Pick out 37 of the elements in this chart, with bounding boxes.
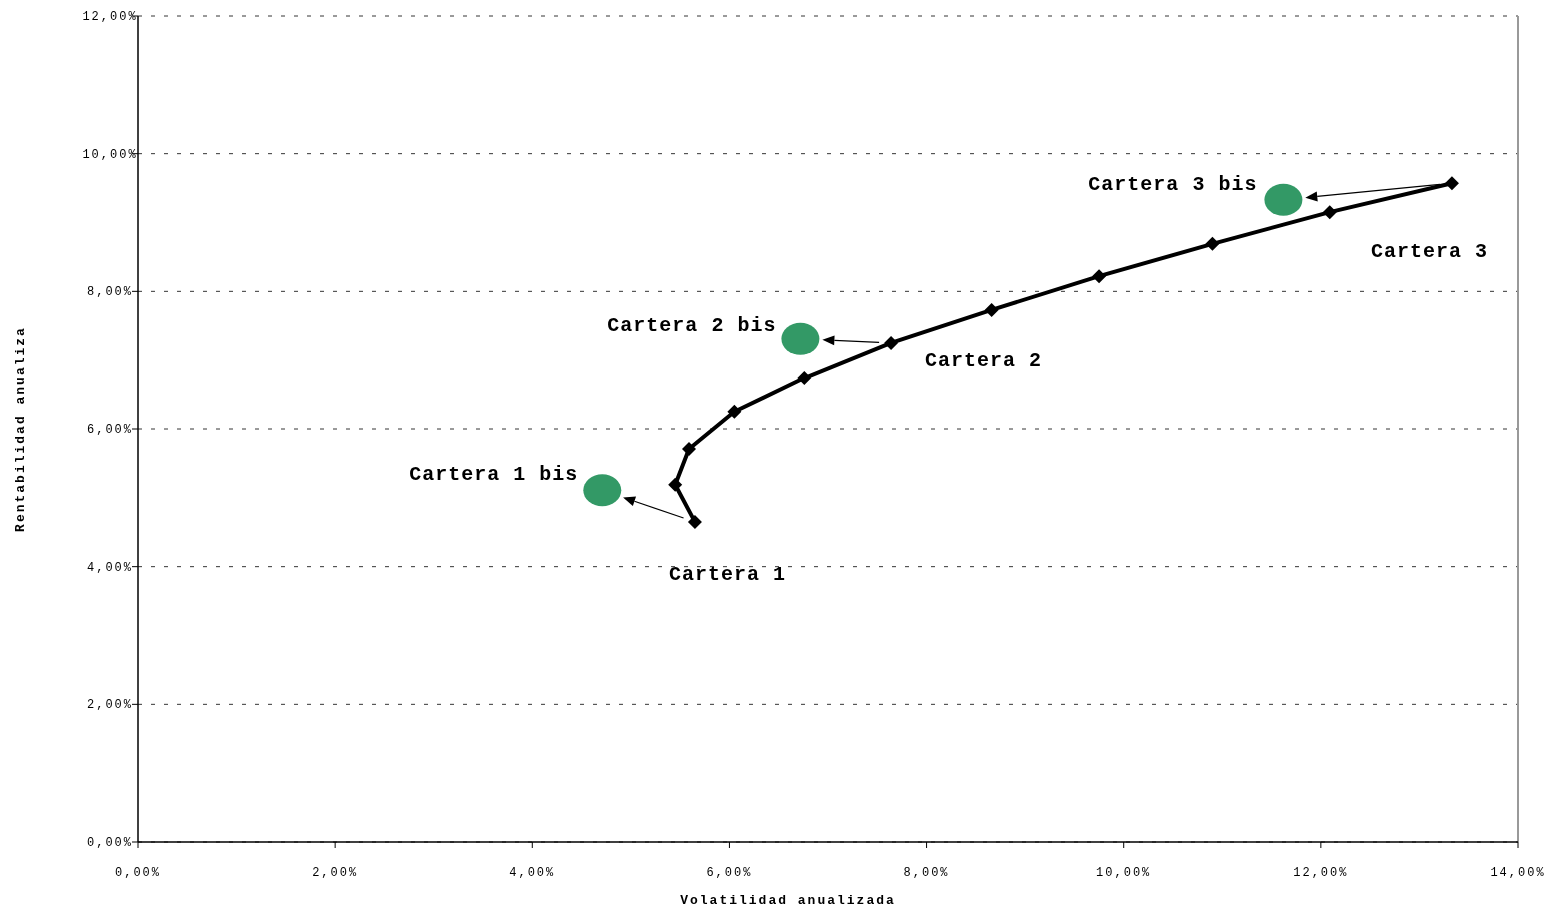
point: [668, 477, 683, 492]
point: [1092, 269, 1107, 284]
point: [1264, 183, 1303, 216]
annotation: Cartera 1 bis: [409, 463, 579, 487]
annotation: Cartera 2 bis: [607, 313, 777, 337]
y-tick-label: 2,00%: [86, 698, 134, 713]
x-tick-label: 6,00%: [706, 866, 753, 880]
x-tick-label: 4,00%: [509, 866, 556, 880]
x-tick-label: 14,00%: [1490, 866, 1545, 880]
point: [984, 302, 999, 317]
annotation: Cartera 2: [925, 348, 1043, 372]
x-tick-label: 8,00%: [903, 866, 950, 880]
x-tick-label: 12,00%: [1293, 866, 1349, 880]
y-axis-title: Rentabilidad anualiza: [13, 326, 28, 532]
y-tick-label: 6,00%: [86, 423, 134, 437]
x-tick-label: 0,00%: [114, 866, 162, 880]
y-tick-label: 12,00%: [82, 10, 138, 24]
y-tick-label: 4,00%: [86, 560, 134, 575]
point: [1444, 176, 1459, 191]
annotation: Cartera 3: [1370, 240, 1488, 264]
y-tick-label: 0,00%: [86, 836, 134, 850]
point: [797, 371, 812, 386]
point: [682, 441, 697, 456]
point: [1322, 205, 1337, 220]
y-tick-label: 8,00%: [86, 285, 134, 300]
point: [781, 322, 820, 355]
point: [727, 404, 742, 419]
x-tick-label: 10,00%: [1096, 866, 1152, 880]
annotation: Cartera 1: [668, 562, 786, 586]
point: [1205, 236, 1220, 251]
x-axis-title: Volatilidad anualizada: [680, 893, 896, 908]
point: [884, 335, 899, 350]
y-tick-label: 10,00%: [82, 147, 138, 162]
annotation: Cartera 3 bis: [1088, 172, 1258, 196]
point: [687, 514, 702, 529]
point: [583, 474, 622, 507]
x-tick-label: 2,00%: [312, 866, 359, 880]
